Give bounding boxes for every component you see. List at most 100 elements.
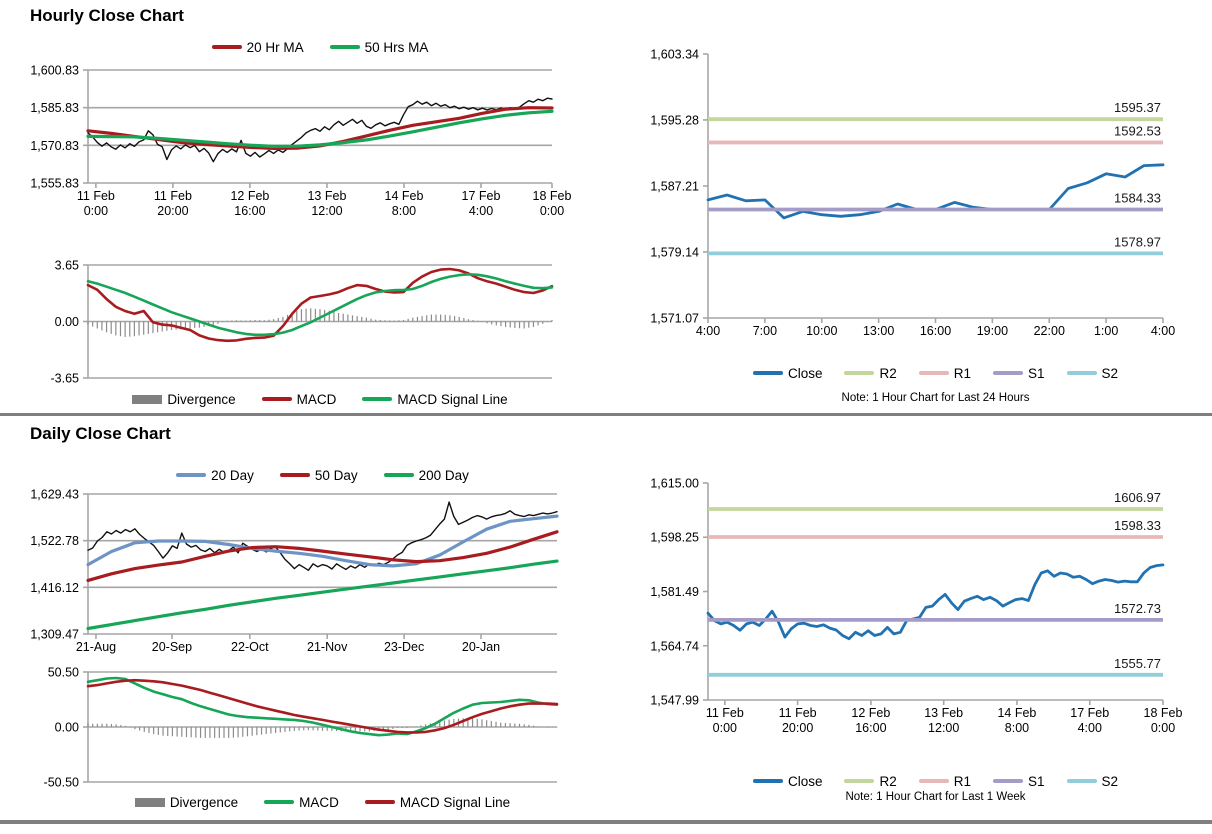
y-tick-label: 1,595.28 bbox=[650, 113, 699, 127]
x-tick-label: 19:00 bbox=[977, 324, 1008, 338]
legend-item-50-day: 50 Day bbox=[279, 468, 358, 483]
legend-label: R1 bbox=[953, 365, 971, 381]
hourly-macd-legend: Divergence MACD MACD Signal Line bbox=[88, 390, 552, 408]
series-line-macd bbox=[86, 676, 559, 737]
x-tick-label: 16:00 bbox=[855, 721, 886, 735]
y-tick-label: -3.65 bbox=[51, 372, 80, 386]
legend-label: S2 bbox=[1101, 773, 1119, 789]
legend-label: 200 Day bbox=[418, 467, 469, 483]
legend-label: Divergence bbox=[167, 391, 236, 407]
legend-label: Close bbox=[787, 773, 823, 789]
legend-item-close: Close bbox=[752, 366, 822, 381]
legend-label: MACD Signal Line bbox=[397, 391, 508, 407]
daily-macd-chart: 50.50 0.00 -50.50 bbox=[44, 666, 559, 790]
x-tick-label: 12 Feb bbox=[230, 189, 269, 203]
legend-label: MACD bbox=[299, 794, 339, 810]
y-tick-label: 50.50 bbox=[48, 666, 79, 680]
series-line-close bbox=[87, 501, 558, 571]
x-tick-label: 0:00 bbox=[1151, 721, 1175, 735]
pivot-label-s1: 1572.73 bbox=[1114, 601, 1161, 616]
legend-label: R2 bbox=[879, 773, 897, 789]
y-tick-label: 1,600.83 bbox=[30, 64, 79, 78]
legend-line-swatch bbox=[383, 473, 414, 477]
legend-item-50-hrs-ma: 50 Hrs MA bbox=[329, 40, 428, 55]
legend-item-r2: R2 bbox=[844, 773, 897, 789]
y-tick-label: 1,547.99 bbox=[650, 694, 699, 708]
daily-macd-legend: Divergence MACD MACD Signal Line bbox=[88, 793, 557, 811]
y-tick-label: 1,629.43 bbox=[30, 488, 79, 502]
section-separator bbox=[0, 413, 1212, 416]
legend-line-swatch bbox=[993, 779, 1023, 783]
x-tick-label: 4:00 bbox=[1151, 324, 1175, 338]
pivot-label-s2: 1555.77 bbox=[1114, 656, 1161, 671]
legend-line-swatch bbox=[211, 45, 242, 49]
legend-item-s1: S1 bbox=[993, 774, 1045, 789]
x-tick-label: 11 Feb bbox=[77, 189, 115, 203]
hourly-pivot-chart: 1,603.34 1,595.28 1,587.21 1,579.14 1,571.07… bbox=[650, 48, 1175, 339]
legend-label: S1 bbox=[1028, 773, 1045, 789]
legend-item-r2: R2 bbox=[844, 366, 897, 381]
legend-bar-swatch bbox=[134, 797, 165, 807]
x-tick-label: 1:00 bbox=[1094, 324, 1118, 338]
legend-line-swatch bbox=[1066, 371, 1097, 375]
pivot-label-r2: 1595.37 bbox=[1114, 100, 1161, 115]
legend-item-r1: R1 bbox=[918, 773, 971, 789]
hourly-pivot-note: Note: 1 Hour Chart for Last 24 Hours bbox=[841, 392, 1030, 404]
legend-item-20-day: 20 Day bbox=[176, 468, 254, 483]
x-tick-label: 21-Aug bbox=[76, 640, 116, 654]
legend-label: 20 Hr MA bbox=[246, 39, 304, 55]
x-tick-label: 20-Sep bbox=[152, 640, 192, 654]
series-line-20-day bbox=[86, 514, 559, 568]
x-tick-label: 0:00 bbox=[540, 204, 564, 218]
legend-line-swatch bbox=[176, 473, 207, 477]
series-line-macd-signal-line bbox=[86, 272, 554, 337]
x-tick-label: 0:00 bbox=[84, 204, 108, 218]
x-tick-label: 20:00 bbox=[782, 721, 813, 735]
series-line-20-hr-ma bbox=[86, 106, 554, 150]
x-tick-label: 13:00 bbox=[863, 324, 894, 338]
legend-label: R1 bbox=[953, 773, 971, 789]
x-tick-label: 22:00 bbox=[1034, 324, 1065, 338]
legend-line-swatch bbox=[329, 45, 360, 49]
pivot-label-r2: 1606.97 bbox=[1114, 490, 1161, 505]
x-tick-label: 17 Feb bbox=[1070, 706, 1109, 720]
y-tick-label: 1,564.74 bbox=[650, 639, 699, 653]
legend-item-macd-signal-line: MACD Signal Line bbox=[364, 795, 510, 810]
x-tick-label: 13 Feb bbox=[924, 706, 963, 720]
x-tick-label: 16:00 bbox=[920, 324, 951, 338]
legend-item-s2: S2 bbox=[1066, 365, 1119, 381]
hourly-pivot-legend: Close R2 R1 S1 S2 bbox=[708, 364, 1163, 382]
x-tick-label: 12:00 bbox=[928, 721, 959, 735]
legend-item-200-day: 200 Day bbox=[383, 467, 469, 483]
legend-line-swatch bbox=[364, 800, 395, 804]
x-tick-label: 13 Feb bbox=[307, 189, 346, 203]
series-line-macd bbox=[86, 267, 554, 343]
weekly-pivot-note: Note: 1 Hour Chart for Last 1 Week bbox=[845, 791, 1026, 803]
legend-line-swatch bbox=[752, 371, 783, 375]
series-line-macd-signal-line bbox=[86, 678, 559, 734]
x-tick-label: 8:00 bbox=[392, 204, 416, 218]
y-tick-label: 1,603.34 bbox=[650, 48, 699, 62]
x-tick-label: 4:00 bbox=[696, 324, 720, 338]
legend-label: 20 Day bbox=[211, 467, 254, 483]
x-tick-label: 11 Feb bbox=[779, 706, 817, 720]
legend-item-close: Close bbox=[752, 773, 823, 789]
legend-item-20-hr-ma: 20 Hr MA bbox=[211, 39, 304, 55]
x-tick-label: 12 Feb bbox=[851, 706, 890, 720]
series-line-50-hrs-ma bbox=[86, 109, 554, 148]
bottom-separator bbox=[0, 820, 1212, 824]
hourly-price-legend: 20 Hr MA 50 Hrs MA bbox=[88, 38, 552, 56]
x-tick-label: 11 Feb bbox=[154, 189, 192, 203]
x-tick-label: 0:00 bbox=[713, 721, 737, 735]
legend-item-macd-signal-line: MACD Signal Line bbox=[362, 391, 508, 407]
legend-label: S2 bbox=[1101, 365, 1119, 381]
x-tick-label: 18 Feb bbox=[1144, 706, 1183, 720]
x-tick-label: 14 Feb bbox=[385, 189, 424, 203]
y-tick-label: 3.65 bbox=[55, 259, 79, 273]
series-line-50-day bbox=[86, 530, 559, 583]
x-tick-label: 17 Feb bbox=[462, 189, 501, 203]
